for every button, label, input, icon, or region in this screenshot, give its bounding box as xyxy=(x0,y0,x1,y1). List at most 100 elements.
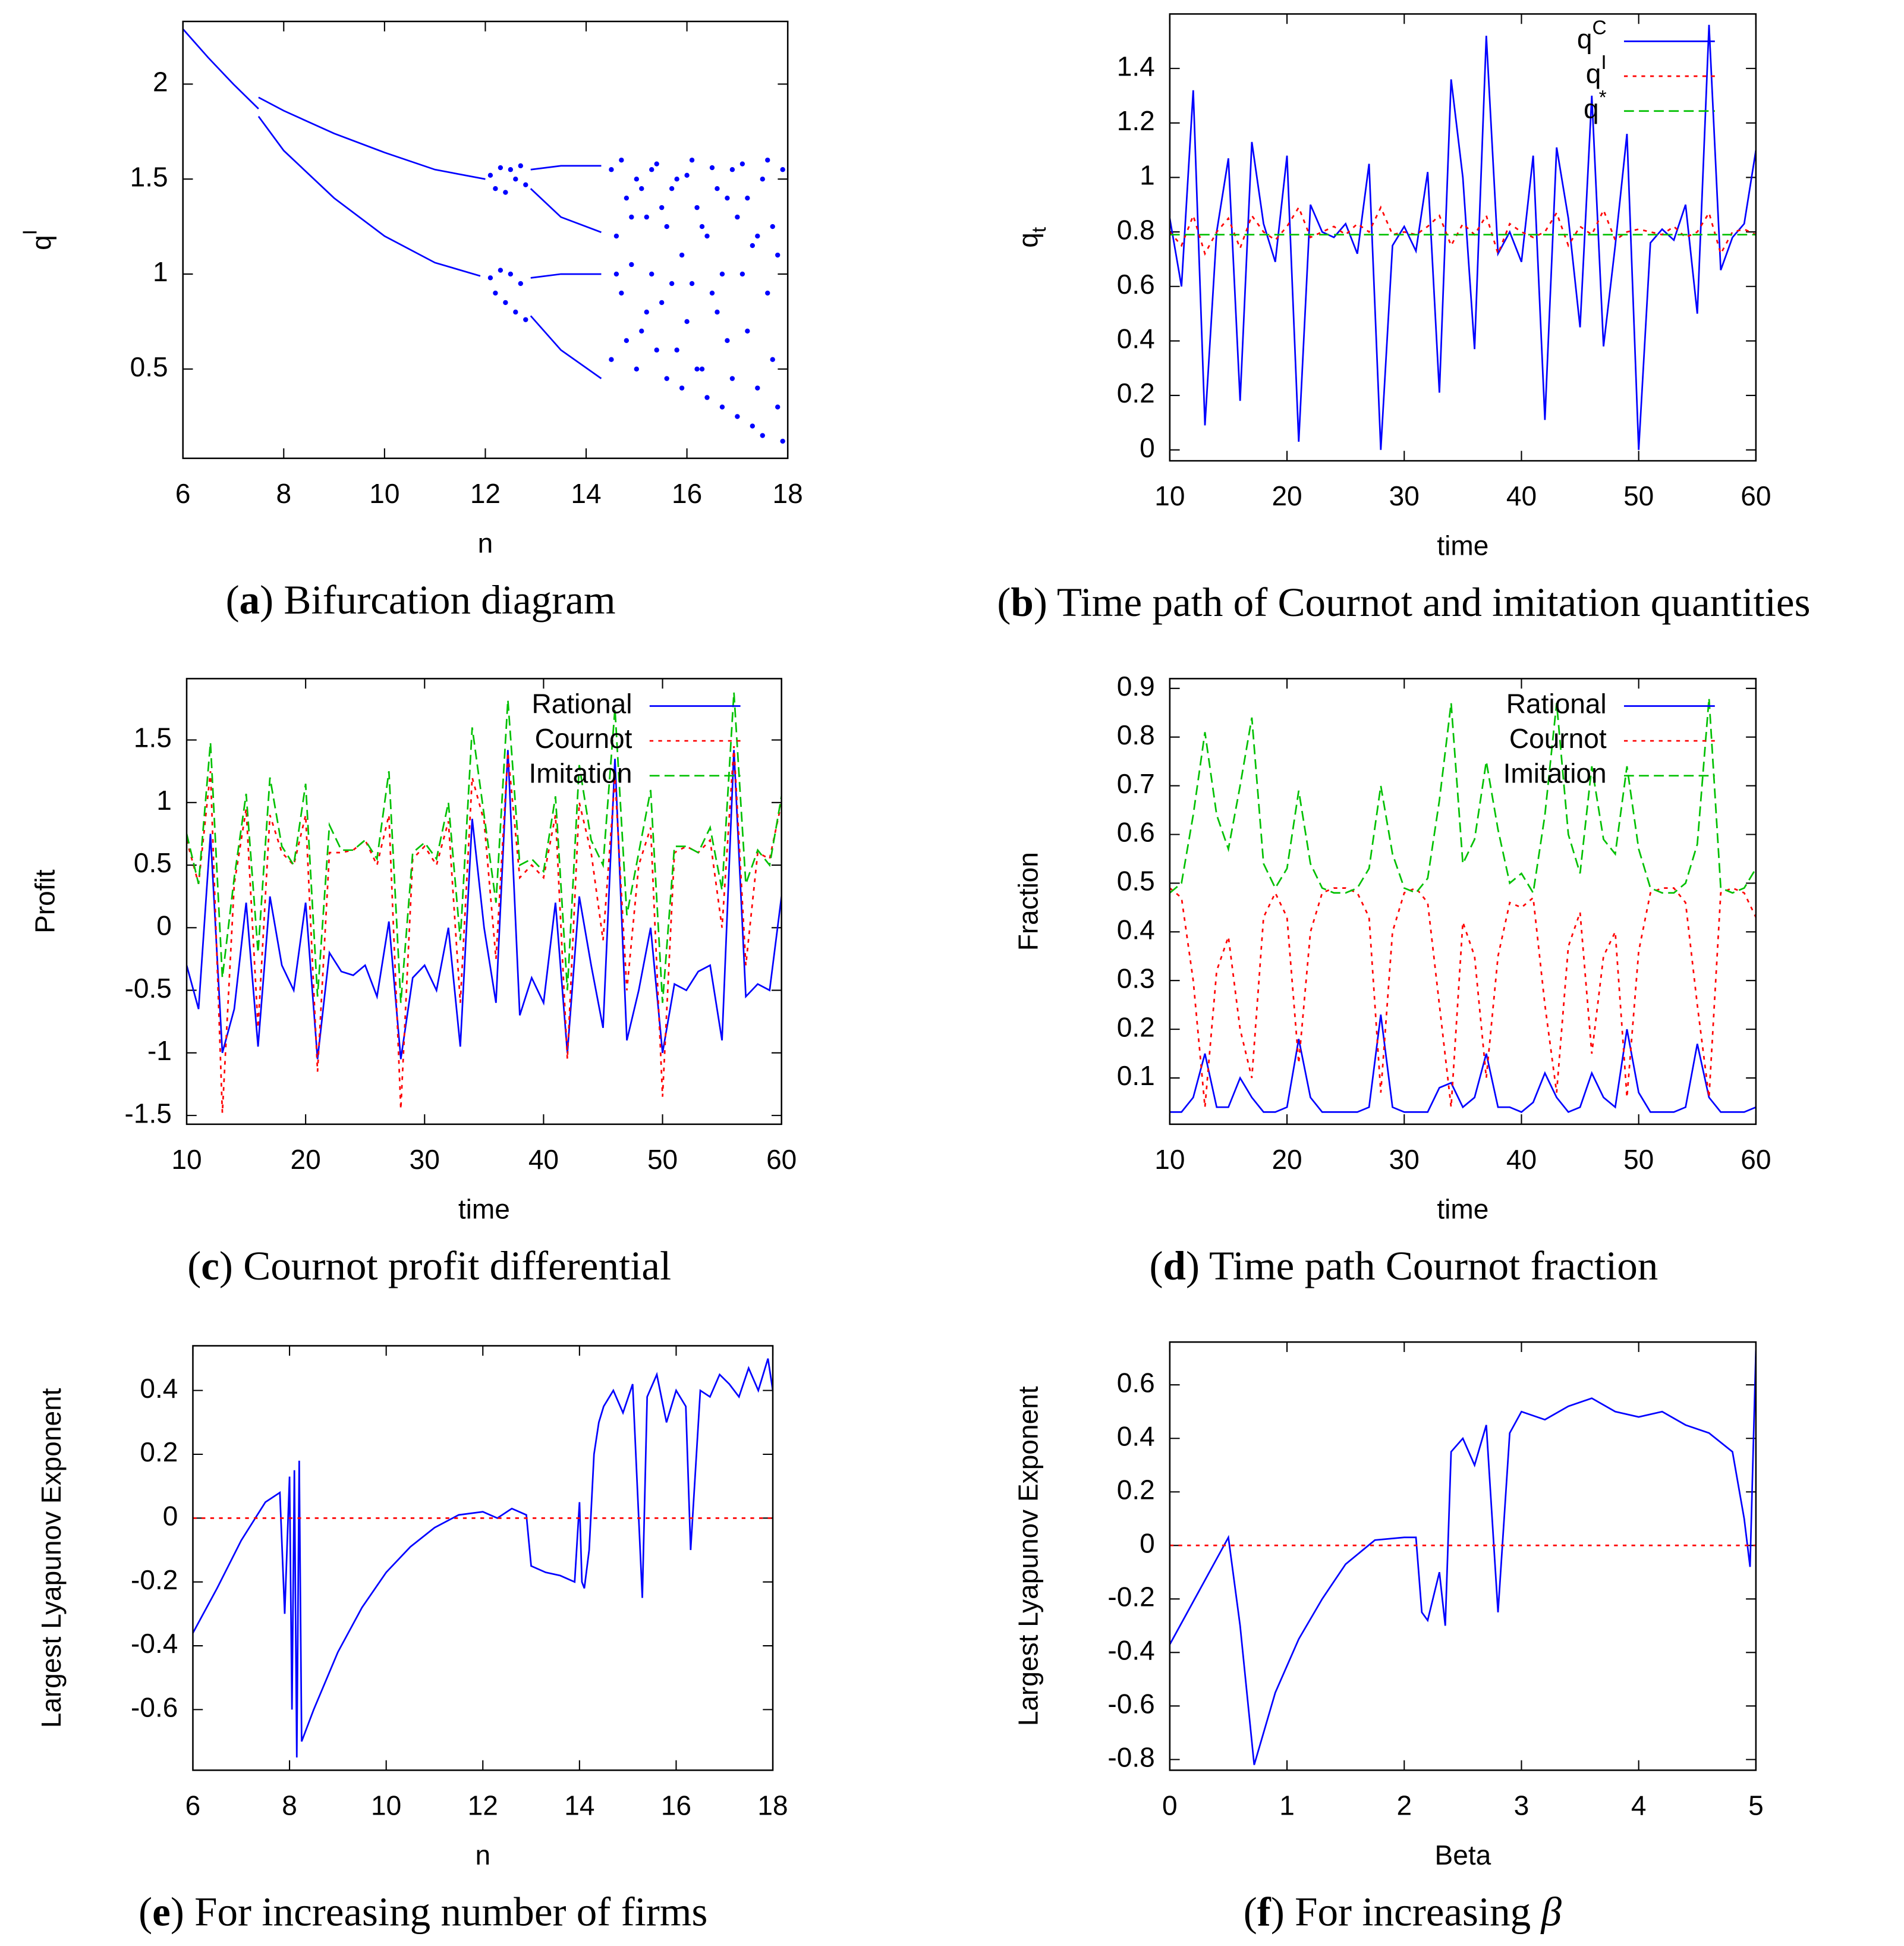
point xyxy=(487,275,493,281)
point xyxy=(669,281,675,287)
point xyxy=(715,186,720,191)
point xyxy=(493,186,498,191)
legend-label-main: q xyxy=(1586,58,1601,89)
y-axis-label: Fraction xyxy=(1013,852,1044,951)
y-tick-label: 1 xyxy=(1140,160,1155,191)
y-tick-label: 0.5 xyxy=(130,351,168,382)
y-tick-label: -0.2 xyxy=(1107,1581,1154,1612)
point xyxy=(649,167,654,172)
x-axis-label: n xyxy=(478,528,493,559)
plot-area xyxy=(1169,24,1756,450)
y-axis-label: Largest Lyapunov Exponent xyxy=(36,1388,67,1728)
point xyxy=(508,167,514,172)
point xyxy=(735,214,740,220)
legend-label-main: Rational xyxy=(1506,689,1607,719)
point xyxy=(523,182,528,187)
point xyxy=(498,165,503,171)
point xyxy=(619,290,624,296)
chart: 6 8 10 12 14 16 18 0.5 1 1.5 2 n qI (a) Bifurcation d… xyxy=(19,20,803,623)
point xyxy=(750,423,755,429)
caption-part: a xyxy=(240,577,260,623)
point xyxy=(629,262,634,268)
point xyxy=(684,319,690,325)
x-axis-label: Beta xyxy=(1435,1840,1491,1870)
y-axis-label-main: Profit xyxy=(30,869,61,933)
point xyxy=(689,158,695,163)
legend-label: Rational xyxy=(1506,689,1607,719)
point xyxy=(780,438,785,444)
caption-part: d xyxy=(1163,1243,1186,1288)
point xyxy=(664,224,669,230)
legend-label-main: q xyxy=(1584,93,1599,124)
y-tick-label: 0.3 xyxy=(1117,963,1155,994)
series-line xyxy=(530,273,602,279)
x-tick-label: 40 xyxy=(1506,1144,1537,1175)
y-tick-label: -0.6 xyxy=(131,1692,178,1723)
y-tick-label: 0 xyxy=(163,1501,178,1532)
y-tick-label: 0.4 xyxy=(1117,1420,1155,1451)
x-axis-label: n xyxy=(475,1840,490,1870)
plot-frame xyxy=(185,678,782,1126)
y-tick-label: 1.5 xyxy=(134,722,172,753)
x-tick-label: 60 xyxy=(1741,1144,1771,1175)
plot-frame xyxy=(1169,678,1757,1126)
x-tick-label: 12 xyxy=(470,478,501,509)
y-tick-label: 0.6 xyxy=(1117,1367,1155,1398)
x-tick-label: 10 xyxy=(1154,1144,1185,1175)
caption-part: f xyxy=(1257,1888,1272,1934)
point xyxy=(513,177,518,182)
point xyxy=(765,158,770,163)
point xyxy=(634,177,639,182)
caption-part: ( xyxy=(997,579,1011,625)
x-tick-label: 14 xyxy=(564,1790,594,1821)
plot-frame xyxy=(192,1345,774,1771)
x-tick-label: 2 xyxy=(1396,1790,1412,1821)
point xyxy=(629,214,634,220)
y-tick-label: 0.5 xyxy=(134,847,172,878)
point xyxy=(503,190,508,195)
x-tick-label: 14 xyxy=(571,478,601,509)
series-line xyxy=(193,1358,773,1758)
y-axis-label: Profit xyxy=(30,869,61,933)
legend-label-sup: I xyxy=(1601,52,1606,74)
y-tick-label: 0.5 xyxy=(1117,866,1155,897)
caption-part: ) Bifurcation diagram xyxy=(260,577,615,623)
series-line xyxy=(530,315,602,379)
y-tick-label: 0 xyxy=(1140,432,1155,463)
point xyxy=(729,376,735,381)
point xyxy=(513,309,518,315)
point xyxy=(725,338,730,343)
chart: 10 20 30 40 50 6000.20.40.60.811.21.4timeqtqC… xyxy=(997,13,1810,625)
x-tick-label: 20 xyxy=(291,1144,321,1175)
x-tick-label: 18 xyxy=(757,1790,788,1821)
point xyxy=(613,233,619,239)
y-tick-label: 1.5 xyxy=(130,161,168,192)
y-tick-label: -0.6 xyxy=(1107,1689,1154,1719)
x-axis-label: time xyxy=(1437,530,1488,561)
series-line xyxy=(1169,1014,1756,1114)
y-tick-label: 0.8 xyxy=(1117,214,1155,245)
caption-part: b xyxy=(1011,579,1033,625)
legend-label: q* xyxy=(1584,87,1607,124)
caption-part: ( xyxy=(1150,1243,1163,1288)
y-tick-label: -0.4 xyxy=(131,1628,178,1659)
caption-part: ) For increasing number of firms xyxy=(171,1888,708,1934)
caption: (f) For increasing β xyxy=(1244,1888,1562,1934)
legend-label-sup: C xyxy=(1592,17,1606,39)
point xyxy=(770,357,775,362)
point xyxy=(745,328,750,334)
y-tick-label: 0.4 xyxy=(140,1373,178,1404)
point xyxy=(624,338,630,343)
x-tick-label: 5 xyxy=(1748,1790,1764,1821)
series-line xyxy=(530,165,602,171)
point xyxy=(704,233,710,239)
y-tick-label: 0.1 xyxy=(1117,1060,1155,1091)
legend-label-main: q xyxy=(1577,24,1593,55)
y-tick-label: 0.4 xyxy=(1117,323,1155,354)
legend-label: Imitation xyxy=(528,758,632,789)
series-line xyxy=(258,96,486,180)
y-axis-label-main: Largest Lyapunov Exponent xyxy=(36,1388,67,1728)
point xyxy=(735,414,740,419)
plot-frame xyxy=(1169,13,1757,462)
legend-label: Rational xyxy=(532,689,632,719)
